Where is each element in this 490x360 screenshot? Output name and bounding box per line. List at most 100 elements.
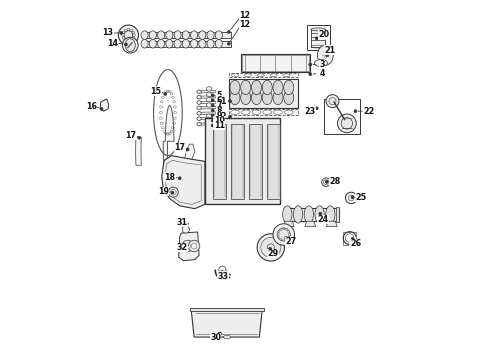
Text: 11: 11 xyxy=(214,121,225,130)
Ellipse shape xyxy=(197,117,201,121)
Ellipse shape xyxy=(197,101,201,104)
Ellipse shape xyxy=(191,243,197,249)
Ellipse shape xyxy=(251,80,262,95)
Text: 30: 30 xyxy=(210,333,221,342)
Ellipse shape xyxy=(257,74,265,77)
Ellipse shape xyxy=(211,104,214,107)
Ellipse shape xyxy=(132,31,135,34)
Ellipse shape xyxy=(241,80,251,95)
Ellipse shape xyxy=(315,37,318,40)
Ellipse shape xyxy=(124,39,127,41)
Ellipse shape xyxy=(329,98,336,105)
Ellipse shape xyxy=(251,90,262,105)
Ellipse shape xyxy=(206,92,212,96)
Bar xyxy=(190,308,264,311)
Ellipse shape xyxy=(185,243,191,249)
Ellipse shape xyxy=(341,118,353,129)
Ellipse shape xyxy=(132,34,135,37)
Polygon shape xyxy=(201,101,216,104)
Bar xyxy=(284,208,339,221)
Ellipse shape xyxy=(215,31,222,40)
Ellipse shape xyxy=(197,90,201,94)
Text: 6: 6 xyxy=(217,96,222,105)
Ellipse shape xyxy=(219,332,221,335)
Ellipse shape xyxy=(206,125,212,129)
Bar xyxy=(229,73,298,77)
Ellipse shape xyxy=(211,109,214,112)
Ellipse shape xyxy=(215,40,222,48)
Ellipse shape xyxy=(186,222,188,225)
Ellipse shape xyxy=(326,206,335,223)
Ellipse shape xyxy=(262,80,272,95)
Ellipse shape xyxy=(241,90,251,105)
Ellipse shape xyxy=(174,31,181,40)
Ellipse shape xyxy=(166,31,173,40)
Ellipse shape xyxy=(311,28,325,31)
Ellipse shape xyxy=(182,226,190,233)
Text: 27: 27 xyxy=(285,237,296,246)
Polygon shape xyxy=(305,221,316,226)
Ellipse shape xyxy=(130,29,133,32)
Ellipse shape xyxy=(273,224,294,245)
Text: 1: 1 xyxy=(220,96,225,105)
Ellipse shape xyxy=(141,40,148,48)
Text: 20: 20 xyxy=(318,30,329,39)
Text: 21: 21 xyxy=(325,46,336,55)
Polygon shape xyxy=(201,123,216,125)
Ellipse shape xyxy=(225,271,228,274)
Bar xyxy=(243,55,309,71)
Ellipse shape xyxy=(315,59,327,67)
Ellipse shape xyxy=(322,178,330,186)
Text: 18: 18 xyxy=(164,173,175,182)
Ellipse shape xyxy=(188,240,200,252)
Polygon shape xyxy=(100,99,109,111)
Text: 13: 13 xyxy=(102,28,114,37)
Text: 12: 12 xyxy=(240,20,250,29)
Ellipse shape xyxy=(231,74,239,77)
Ellipse shape xyxy=(283,206,292,223)
Ellipse shape xyxy=(124,31,133,40)
Ellipse shape xyxy=(227,42,230,45)
Bar xyxy=(337,207,339,222)
Ellipse shape xyxy=(325,180,328,183)
Ellipse shape xyxy=(186,148,189,151)
Ellipse shape xyxy=(274,110,282,114)
Ellipse shape xyxy=(197,122,201,126)
Text: 25: 25 xyxy=(355,193,366,202)
Ellipse shape xyxy=(120,32,122,35)
Ellipse shape xyxy=(284,90,294,105)
Ellipse shape xyxy=(127,39,130,42)
Ellipse shape xyxy=(285,237,288,239)
Ellipse shape xyxy=(171,189,176,195)
Ellipse shape xyxy=(127,28,130,31)
Ellipse shape xyxy=(186,244,188,247)
Text: 23: 23 xyxy=(305,107,316,116)
Ellipse shape xyxy=(252,110,261,114)
Ellipse shape xyxy=(174,40,181,48)
Ellipse shape xyxy=(284,80,294,95)
Ellipse shape xyxy=(119,25,139,45)
Polygon shape xyxy=(201,96,216,98)
Bar xyxy=(205,118,280,204)
Polygon shape xyxy=(136,137,141,165)
Bar xyxy=(143,32,231,38)
Text: 19: 19 xyxy=(158,187,169,196)
Polygon shape xyxy=(179,232,199,261)
Ellipse shape xyxy=(122,34,124,37)
Ellipse shape xyxy=(269,247,271,250)
Ellipse shape xyxy=(199,31,206,40)
Ellipse shape xyxy=(294,206,303,223)
Ellipse shape xyxy=(166,40,173,48)
Ellipse shape xyxy=(345,192,357,204)
Bar xyxy=(231,124,245,199)
Text: 12: 12 xyxy=(240,11,250,20)
Ellipse shape xyxy=(197,95,201,99)
Bar xyxy=(242,54,310,72)
Ellipse shape xyxy=(304,206,314,223)
Ellipse shape xyxy=(157,40,165,48)
Ellipse shape xyxy=(319,212,322,215)
Text: 5: 5 xyxy=(217,91,222,100)
Ellipse shape xyxy=(197,112,201,115)
Ellipse shape xyxy=(122,31,125,34)
Text: 17: 17 xyxy=(125,131,136,140)
